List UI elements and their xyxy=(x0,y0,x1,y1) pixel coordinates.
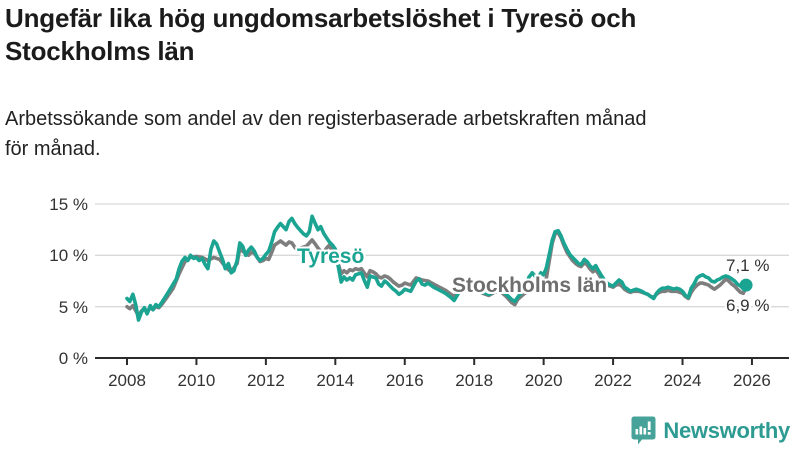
series-line-tyres- xyxy=(125,214,748,322)
line-chart: 0 % 5 % 10 % 15 % 2008 2010 2012 2014 2016 2018 2… xyxy=(0,185,800,400)
x-tick-label-2026: 2026 xyxy=(733,371,771,390)
x-tick-label-2008: 2008 xyxy=(108,371,146,390)
subtitle-line-2: för månad. xyxy=(5,138,101,160)
x-tick-label-2020: 2020 xyxy=(524,371,563,390)
subtitle-line-1: Arbetssökande som andel av den registerb… xyxy=(5,108,647,130)
newsworthy-logo[interactable]: Newsworthy xyxy=(631,415,790,447)
series-label-stockholms-lan: Stockholms län xyxy=(452,274,608,297)
y-tick-label-0: 0 % xyxy=(58,349,88,368)
x-tick-label-2012: 2012 xyxy=(246,371,285,390)
series-end-dot xyxy=(739,278,753,292)
x-tick-label-2018: 2018 xyxy=(455,371,494,390)
y-tick-label-15: 15 % xyxy=(49,194,88,214)
end-value-label-stockholms-lan: 6,9 % xyxy=(726,296,770,315)
y-tick-label-5: 5 % xyxy=(58,297,88,317)
x-tick-label-2024: 2024 xyxy=(663,371,702,390)
title-line-2: Stockholms län xyxy=(5,36,195,66)
end-value-label-tyreso: 7,1 % xyxy=(726,256,770,275)
x-tick-label-2022: 2022 xyxy=(594,371,632,390)
title-line-1: Ungefär lika hög ungdomsarbetslöshet i T… xyxy=(5,3,637,33)
series-label-tyreso: Tyresö xyxy=(297,245,365,268)
newsworthy-wordmark: Newsworthy xyxy=(663,418,790,443)
series-line-stockholms-l-n xyxy=(125,230,748,318)
x-tick-label-2010: 2010 xyxy=(177,371,216,390)
newsworthy-bubble-chart-icon xyxy=(631,416,656,445)
chart-subtitle: Arbetssökande som andel av den registerb… xyxy=(5,104,795,164)
page-title: Ungefär lika hög ungdomsarbetslöshet i T… xyxy=(5,2,795,68)
x-tick-label-2016: 2016 xyxy=(385,371,424,390)
plot-area xyxy=(95,203,789,365)
y-tick-label-10: 10 % xyxy=(49,246,88,266)
x-tick-label-2014: 2014 xyxy=(316,371,355,390)
